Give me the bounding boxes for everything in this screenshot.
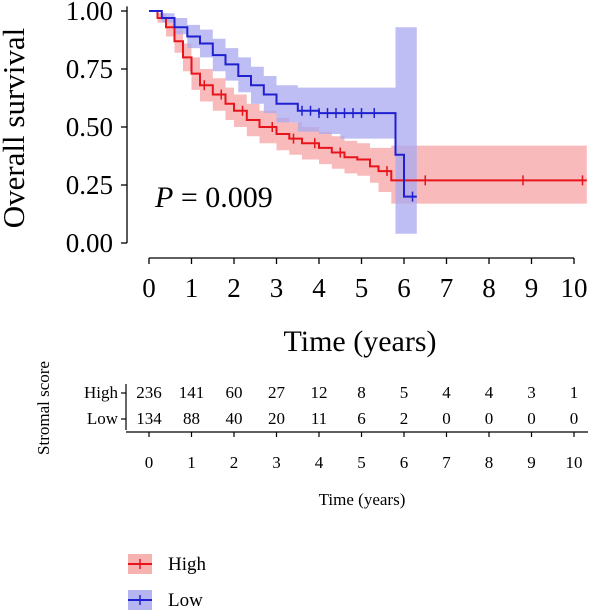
risk-x-tick-label: 4 — [315, 453, 324, 472]
y-axis-label: Overall survival — [0, 28, 31, 229]
p-value-text: = 0.009 — [173, 181, 272, 214]
risk-count: 3 — [527, 383, 536, 402]
x-tick-label: 1 — [185, 273, 199, 303]
risk-count: 60 — [226, 383, 243, 402]
y-tick-label: 0.00 — [66, 228, 113, 258]
legend-label-low: Low — [168, 590, 203, 611]
y-tick-label: 1.00 — [66, 0, 113, 26]
risk-count: 0 — [442, 409, 451, 428]
plot-area: 0.00 0.25 0.50 0.75 1.00 0 1 2 3 4 5 6 7 8 9 10 — [66, 0, 588, 303]
risk-table-xlabel: Time (years) — [319, 490, 406, 509]
risk-x-tick-label: 0 — [145, 453, 154, 472]
risk-x-tick-label: 8 — [485, 453, 494, 472]
risk-count: 12 — [311, 383, 328, 402]
risk-x-tick-label: 6 — [400, 453, 409, 472]
risk-count: 2 — [400, 409, 409, 428]
p-symbol: P — [154, 181, 173, 214]
risk-count: 1 — [570, 383, 579, 402]
risk-count: 0 — [527, 409, 536, 428]
y-tick-label: 0.75 — [66, 54, 113, 84]
risk-count: 27 — [268, 383, 286, 402]
x-tick-label: 9 — [525, 273, 539, 303]
x-tick-label: 5 — [355, 273, 369, 303]
risk-count: 8 — [357, 383, 366, 402]
risk-row-label-low: Low — [87, 409, 119, 428]
risk-x-tick-label: 2 — [230, 453, 239, 472]
risk-count: 11 — [311, 409, 327, 428]
x-tick-label: 0 — [142, 273, 156, 303]
y-tick-label: 0.50 — [66, 112, 113, 142]
x-axis-label: Time (years) — [283, 325, 436, 358]
risk-x-tick-label: 10 — [566, 453, 583, 472]
x-tick-label: 4 — [312, 273, 326, 303]
legend-label-high: High — [168, 554, 207, 575]
survival-line-high — [149, 10, 587, 182]
risk-count: 6 — [357, 409, 366, 428]
risk-count: 40 — [226, 409, 243, 428]
risk-count: 4 — [485, 383, 494, 402]
risk-count: 134 — [136, 409, 162, 428]
risk-x-tick-label: 5 — [357, 453, 366, 472]
risk-count: 236 — [136, 383, 162, 402]
x-tick-label: 7 — [440, 273, 454, 303]
risk-x-tick-label: 1 — [187, 453, 196, 472]
x-tick-label: 3 — [270, 273, 284, 303]
risk-row-label-high: High — [84, 383, 119, 402]
risk-count: 20 — [268, 409, 285, 428]
p-value-annotation: P = 0.009 — [154, 181, 273, 214]
risk-count: 5 — [400, 383, 409, 402]
risk-count: 0 — [485, 409, 494, 428]
risk-count: 141 — [179, 383, 205, 402]
risk-count: 88 — [183, 409, 200, 428]
risk-x-tick-label: 9 — [527, 453, 536, 472]
legend: High Low — [128, 554, 207, 611]
risk-table-title: Stromal score — [34, 361, 53, 455]
x-tick-label: 10 — [561, 273, 588, 303]
x-tick-label: 6 — [397, 273, 411, 303]
survival-line-low — [149, 10, 417, 198]
y-tick-label: 0.25 — [66, 170, 113, 200]
risk-count: 0 — [570, 409, 579, 428]
risk-x-tick-label: 7 — [442, 453, 451, 472]
risk-x-tick-label: 3 — [272, 453, 281, 472]
confidence-band-high — [149, 11, 587, 204]
x-tick-label: 8 — [482, 273, 496, 303]
x-tick-label: 2 — [227, 273, 241, 303]
risk-count: 4 — [442, 383, 451, 402]
confidence-band-low — [149, 11, 417, 234]
